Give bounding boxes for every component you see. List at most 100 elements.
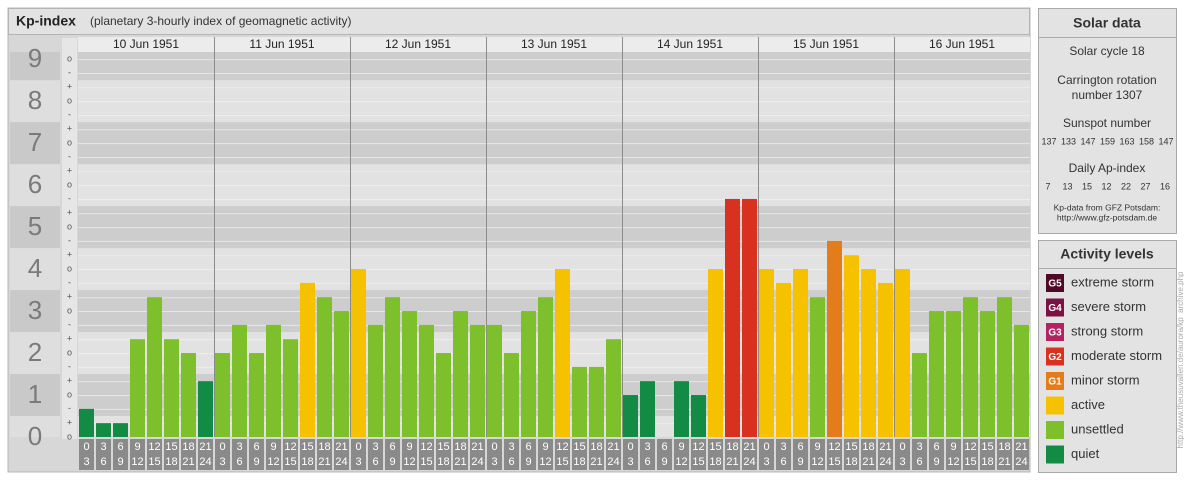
time-slot-from: 18 xyxy=(998,441,1010,453)
kp-bar xyxy=(181,353,196,437)
time-slot-to: 24 xyxy=(743,456,755,468)
time-slot-box xyxy=(708,439,723,470)
ap-value: 15 xyxy=(1082,181,1092,191)
time-slot-to: 6 xyxy=(100,456,106,468)
legend-swatch xyxy=(1046,347,1064,366)
legend-label: strong storm xyxy=(1071,323,1143,338)
time-slot-from: 12 xyxy=(148,441,160,453)
time-slot-from: 3 xyxy=(100,441,106,453)
kp-bar xyxy=(793,269,808,437)
time-slot-to: 12 xyxy=(675,456,687,468)
kp-bar xyxy=(674,381,689,437)
legend-label: active xyxy=(1071,397,1105,412)
solar-text: Solar data xyxy=(1073,15,1141,31)
kp-bar xyxy=(334,311,349,437)
time-slot-box xyxy=(725,439,740,470)
kp-bar xyxy=(385,297,400,437)
time-slot-box xyxy=(759,439,774,470)
time-slot-box xyxy=(878,439,893,470)
time-slot-box xyxy=(895,439,910,470)
ap-value: 27 xyxy=(1140,181,1150,191)
time-slot-box xyxy=(504,439,519,470)
day-label: 13 Jun 1951 xyxy=(521,37,587,51)
y-subtick-label: o xyxy=(67,263,72,273)
time-slot-box xyxy=(963,439,978,470)
y-subtick-label: o xyxy=(67,137,72,147)
time-slot-box xyxy=(606,439,621,470)
ap-value: 22 xyxy=(1121,181,1131,191)
y-subtick-label: + xyxy=(67,82,72,92)
solar-panel xyxy=(1038,8,1177,234)
y-subtick-label: o xyxy=(67,431,72,441)
time-slot-to: 18 xyxy=(165,456,177,468)
y-band xyxy=(10,206,60,249)
kp-bar xyxy=(895,269,910,437)
time-slot-box xyxy=(283,439,298,470)
time-slot-from: 6 xyxy=(661,441,667,453)
time-slot-from: 6 xyxy=(933,441,939,453)
time-slot-from: 21 xyxy=(743,441,755,453)
y-subtick-label: + xyxy=(67,208,72,218)
time-slot-from: 21 xyxy=(471,441,483,453)
legend-swatch xyxy=(1046,323,1064,341)
time-slot-box xyxy=(181,439,196,470)
y-subtick-label: o xyxy=(67,95,72,105)
time-slot-from: 9 xyxy=(134,441,140,453)
time-slot-to: 3 xyxy=(219,456,225,468)
time-slot-from: 12 xyxy=(556,441,568,453)
sunspot-number: 133 xyxy=(1061,136,1076,146)
kp-bar xyxy=(640,381,655,437)
time-slot-to: 9 xyxy=(117,456,123,468)
kp-bar xyxy=(79,408,94,437)
kp-bar xyxy=(249,353,264,437)
kp-bar xyxy=(368,324,383,437)
kp-bar xyxy=(300,282,315,437)
time-slot-from: 12 xyxy=(420,441,432,453)
kp-bar xyxy=(470,324,485,437)
sunspot-number: 158 xyxy=(1139,136,1154,146)
y-subtick-label: - xyxy=(68,235,71,245)
time-slot-from: 9 xyxy=(406,441,412,453)
time-slot-from: 6 xyxy=(389,441,395,453)
time-slot-from: 21 xyxy=(879,441,891,453)
solar-text: Daily Ap-index xyxy=(1069,161,1146,175)
time-slot-from: 0 xyxy=(83,441,89,453)
y-tick-label: 0 xyxy=(28,421,42,451)
kp-bar xyxy=(861,269,876,437)
kp-bar xyxy=(402,311,417,437)
time-slot-box xyxy=(555,439,570,470)
legend-swatch xyxy=(1046,274,1064,292)
legend-swatch xyxy=(1046,372,1064,390)
time-slot-from: 15 xyxy=(573,441,585,453)
time-slot-to: 24 xyxy=(335,456,347,468)
time-slot-box xyxy=(300,439,315,470)
time-slot-to: 9 xyxy=(253,456,259,468)
kp-bar xyxy=(317,297,332,437)
y-tick-label: 3 xyxy=(28,295,42,325)
time-slot-box xyxy=(402,439,417,470)
time-slot-to: 3 xyxy=(83,456,89,468)
time-slot-from: 18 xyxy=(182,441,194,453)
kp-bar xyxy=(963,297,978,437)
kp-bar xyxy=(606,339,621,437)
kp-bar xyxy=(351,269,366,437)
time-slot-box xyxy=(538,439,553,470)
y-subtick-label: + xyxy=(67,124,72,134)
y-subtick-label: o xyxy=(67,347,72,357)
time-slot-from: 3 xyxy=(644,441,650,453)
time-slot-box xyxy=(657,439,672,470)
time-slot-to: 24 xyxy=(471,456,483,468)
chart-subtitle: (planetary 3-hourly index of geomagnetic… xyxy=(90,14,351,28)
side-url: http://www.theusuvallen.de/aurora/kp_arc… xyxy=(1176,271,1184,449)
time-slot-from: 9 xyxy=(814,441,820,453)
time-slot-to: 21 xyxy=(998,456,1010,468)
kp-bar xyxy=(504,353,519,437)
time-slot-from: 3 xyxy=(508,441,514,453)
legend-swatch xyxy=(1046,421,1064,439)
y-band xyxy=(10,122,60,165)
time-slot-from: 18 xyxy=(318,441,330,453)
time-slot-box xyxy=(691,439,706,470)
time-slot-box xyxy=(487,439,502,470)
kp-bar xyxy=(742,198,757,437)
time-slot-to: 6 xyxy=(644,456,650,468)
